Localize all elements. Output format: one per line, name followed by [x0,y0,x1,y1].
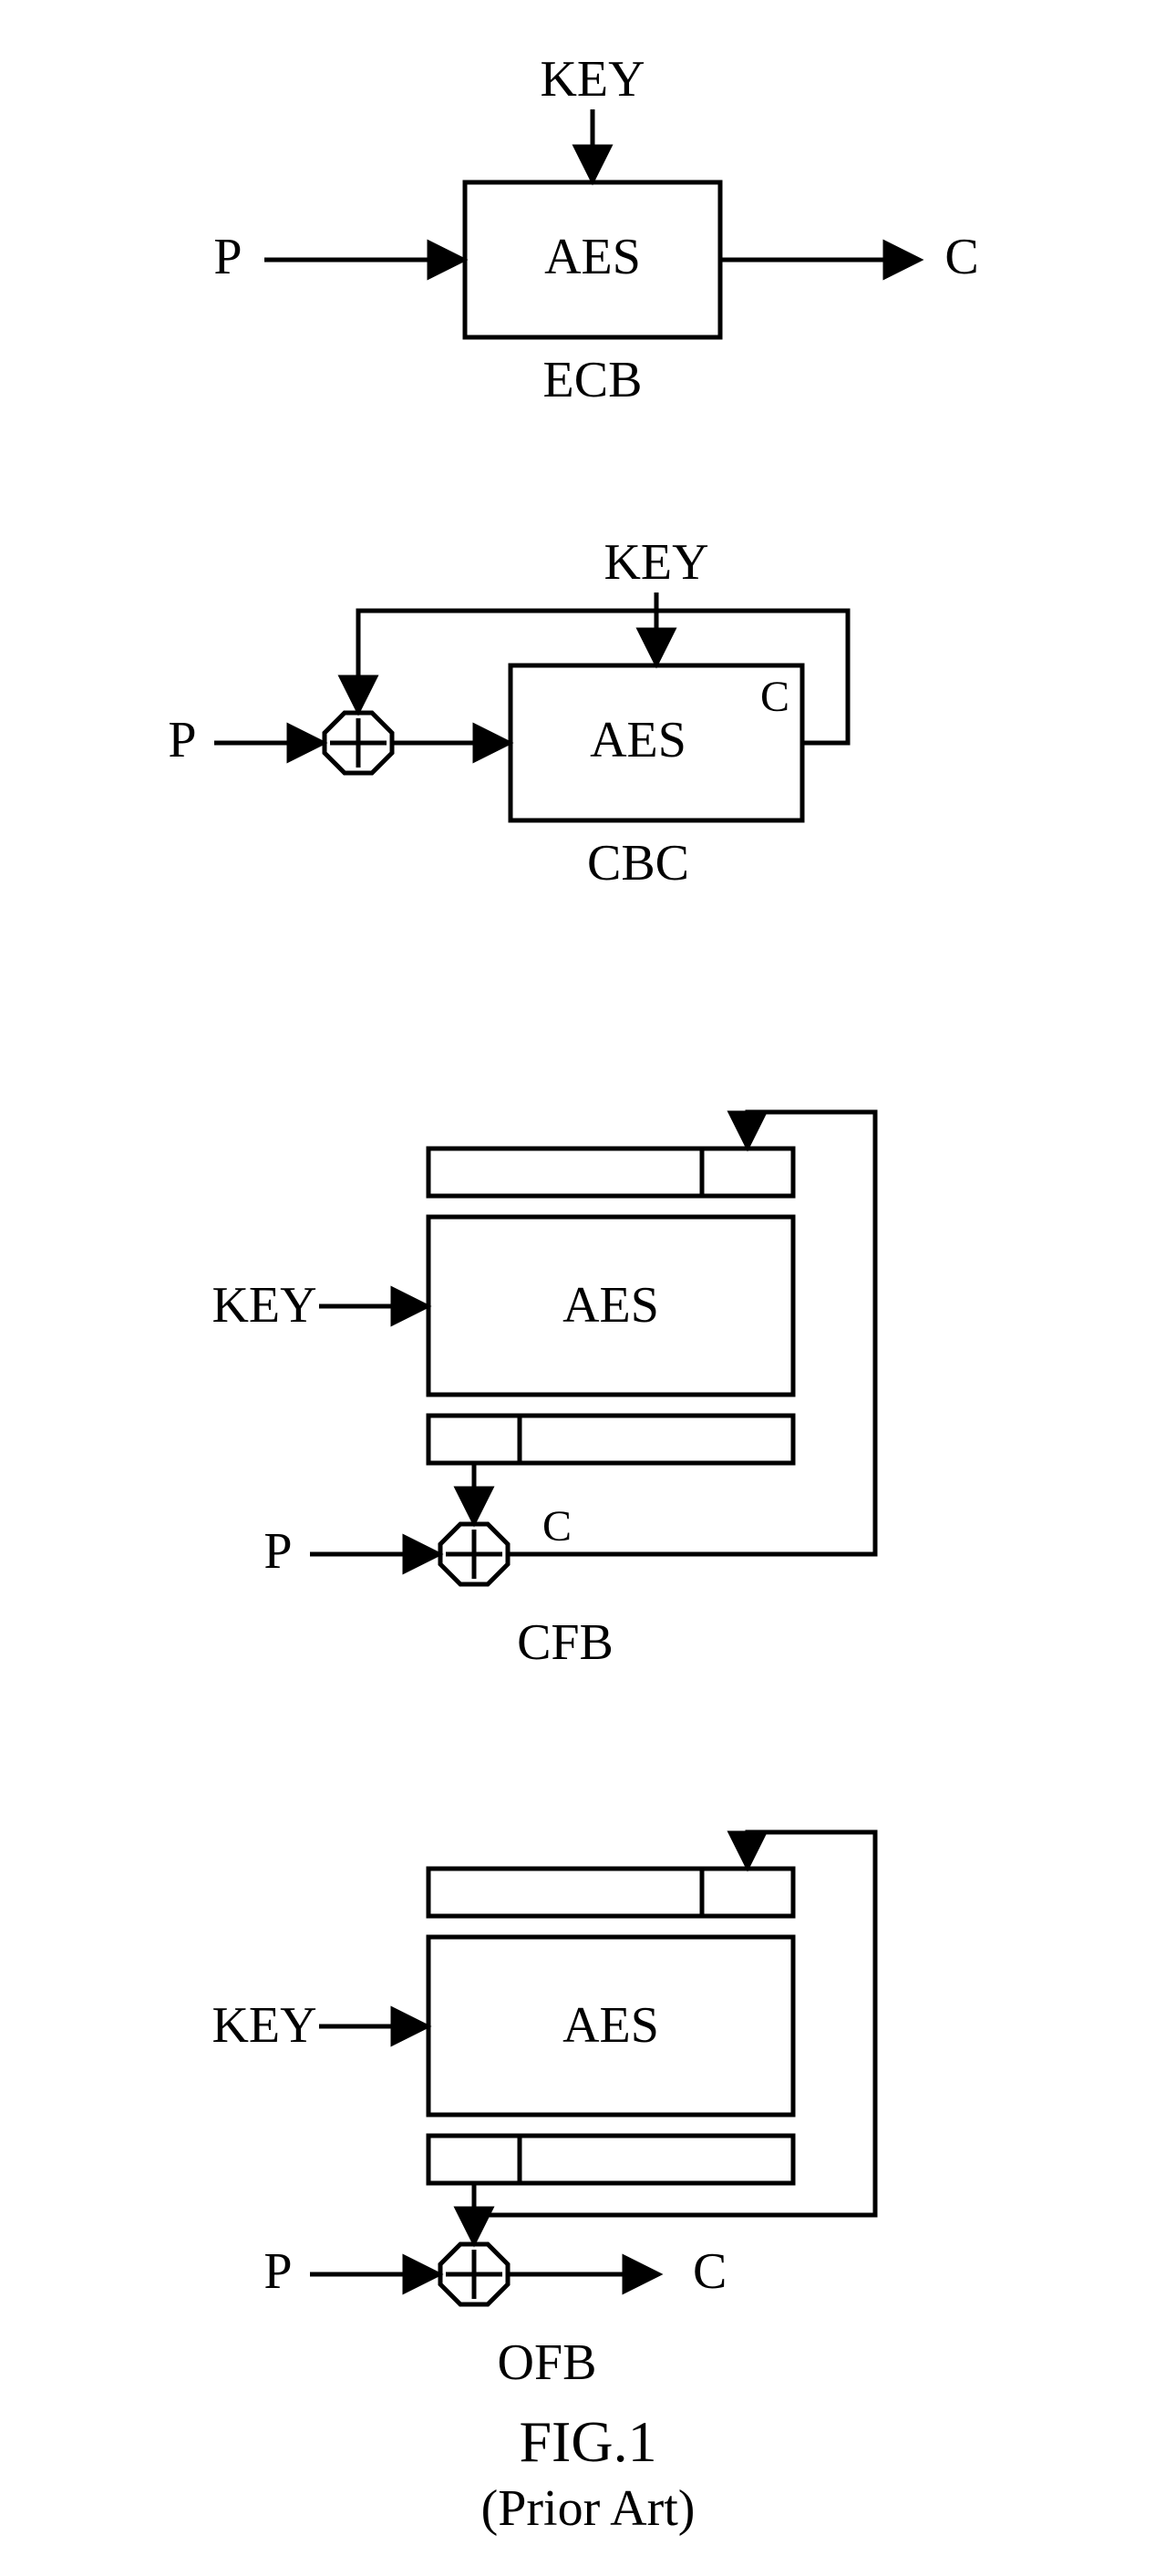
top-register [428,1869,793,1916]
p-label: P [213,229,242,285]
figure-svg: AES KEY P C ECB AES KEY P C CBC AES KEY [0,0,1176,2576]
aes-label: AES [562,1997,659,2054]
c-inside-label: C [760,673,789,721]
aes-label: AES [562,1277,659,1334]
bottom-register [428,1416,793,1463]
top-register [428,1149,793,1196]
c-label: C [693,2243,727,2300]
mode-label: OFB [498,2334,597,2391]
cbc-diagram: AES KEY P C CBC [168,534,848,891]
p-label: P [263,1523,292,1580]
feedback-path [474,1832,875,2215]
mode-label: CFB [517,1614,614,1671]
mode-label: CBC [587,835,689,891]
xor-node [440,2244,508,2304]
p-label: P [263,2243,292,2300]
ofb-diagram: AES KEY P C OFB [211,1832,875,2391]
aes-label: AES [590,712,686,768]
key-label: KEY [211,1277,316,1334]
mode-label: ECB [543,352,643,408]
ecb-diagram: AES KEY P C ECB [213,51,978,408]
xor-node [440,1524,508,1584]
c-label: C [944,229,978,285]
bottom-register [428,2136,793,2183]
key-label: KEY [540,51,645,108]
figure-subcaption: (Prior Art) [481,2480,696,2537]
cfb-diagram: AES KEY P C CFB [211,1112,875,1671]
figure-page: AES KEY P C ECB AES KEY P C CBC AES KEY [0,0,1176,2576]
key-label: KEY [603,534,708,591]
aes-label: AES [544,229,641,285]
p-label: P [168,712,196,768]
xor-node [325,713,392,773]
figure-caption: FIG.1 [519,2409,656,2474]
key-label: KEY [211,1997,316,2054]
c-label: C [542,1502,572,1551]
